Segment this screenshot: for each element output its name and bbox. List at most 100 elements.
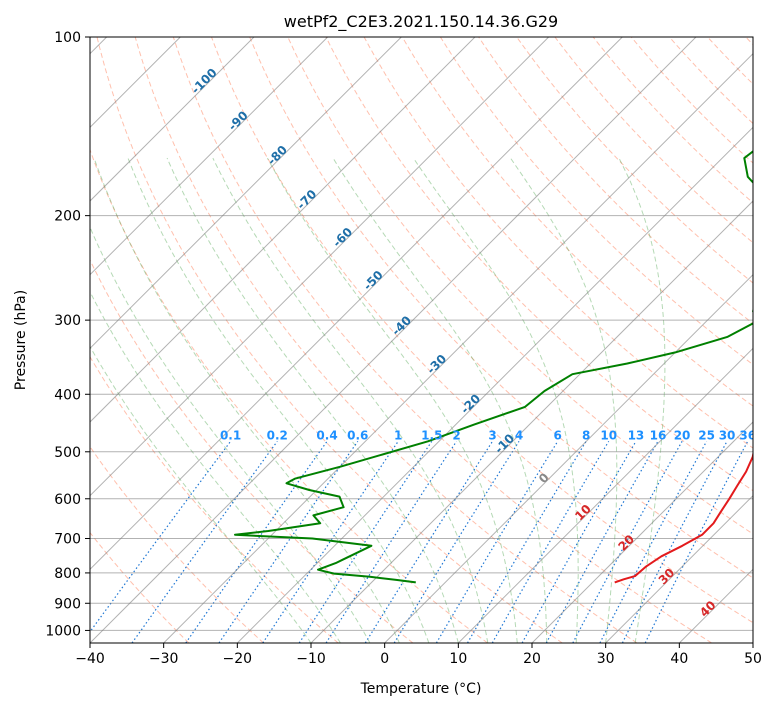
moist-adiabat-line bbox=[332, 157, 548, 643]
dry-adiabat-line bbox=[90, 445, 264, 643]
isotherm-label: -100 bbox=[189, 66, 220, 97]
mixing-ratio-line bbox=[644, 441, 749, 643]
plot-area: 0.1 0.2 0.4 0.6 1 1.5 2 3 4 6 8 10 13 16 20 25 30 36-100-… bbox=[90, 37, 753, 643]
mixing-ratio-line bbox=[621, 441, 728, 643]
chart-title: wetPf2_C2E3.2021.150.14.36.G29 bbox=[284, 12, 558, 32]
mixing-ratio-label: 6 bbox=[554, 428, 562, 442]
dry-adiabat-line bbox=[211, 37, 753, 624]
dry-adiabat-line bbox=[172, 37, 712, 643]
mixing-ratio-line bbox=[545, 440, 659, 643]
mixing-ratio-label: 30 bbox=[719, 428, 736, 442]
mixing-ratio-line bbox=[218, 440, 359, 643]
x-tick-label: 0 bbox=[380, 651, 389, 667]
x-tick-label: −40 bbox=[75, 651, 105, 667]
mixing-ratio-label: 0.1 bbox=[220, 428, 241, 442]
plot-frame bbox=[89, 36, 754, 644]
dry-adiabat-line bbox=[90, 531, 190, 643]
dry-adiabat-line bbox=[134, 37, 638, 643]
dry-adiabat-line bbox=[90, 148, 488, 643]
isotherm-label: 20 bbox=[616, 532, 638, 554]
y-axis: 100 200 300 400 500 600 700 800 900 1000 bbox=[45, 30, 90, 639]
x-tick-label: 40 bbox=[670, 651, 688, 667]
moist-adiabat-line bbox=[90, 290, 341, 643]
isotherm-line bbox=[90, 37, 255, 202]
y-tick-label: 200 bbox=[54, 209, 81, 225]
mixing-ratio-line bbox=[298, 440, 433, 643]
x-axis: −40 −30 −20 −10 0 10 20 30 40 50 bbox=[75, 643, 762, 667]
isotherm-line bbox=[310, 200, 753, 643]
isotherm-line bbox=[605, 494, 753, 643]
mixing-ratio-line bbox=[131, 440, 278, 643]
profile-series bbox=[234, 150, 753, 584]
mixing-ratio-label: 1 bbox=[394, 428, 402, 442]
dry-adiabat-line bbox=[669, 37, 753, 125]
x-tick-label: −30 bbox=[149, 651, 179, 667]
mixing-ratio-label: 0.4 bbox=[316, 428, 337, 442]
moist-adiabat-line bbox=[412, 157, 579, 643]
dry-adiabat-line bbox=[90, 258, 414, 643]
y-tick-label: 800 bbox=[54, 566, 81, 582]
y-tick-label: 500 bbox=[54, 445, 81, 461]
isotherm-line bbox=[678, 568, 753, 643]
x-axis-label: Temperature (°C) bbox=[360, 681, 482, 697]
isotherm-line bbox=[163, 52, 753, 643]
moist-adiabat-line bbox=[266, 157, 518, 643]
y-tick-label: 100 bbox=[54, 30, 81, 46]
isotherm-line bbox=[90, 37, 402, 350]
x-tick-label: 10 bbox=[449, 651, 467, 667]
mixing-ratio-line bbox=[185, 440, 328, 643]
mixing-ratio-label: 3 bbox=[488, 428, 496, 442]
dry-adiabat-line bbox=[363, 37, 753, 449]
isotherm-label: 40 bbox=[697, 598, 719, 620]
mixing-ratio-line bbox=[491, 440, 610, 643]
dry-adiabat-line bbox=[325, 37, 753, 492]
isotherm-label: 30 bbox=[656, 566, 678, 588]
x-tick-label: 30 bbox=[597, 651, 615, 667]
mixing-ratio-label: 4 bbox=[515, 428, 523, 442]
isotherm-line bbox=[531, 421, 753, 643]
y-axis-label: Pressure (hPa) bbox=[13, 290, 29, 390]
isotherm-label: -90 bbox=[226, 108, 251, 133]
isotherm-line bbox=[90, 37, 623, 571]
y-tick-label: 700 bbox=[54, 532, 81, 548]
isotherm-label: -60 bbox=[330, 225, 355, 250]
moist-adiabat-line bbox=[93, 157, 400, 643]
mixing-ratio-line bbox=[435, 440, 559, 643]
pressure-gridlines bbox=[90, 37, 753, 631]
isotherm-line bbox=[752, 642, 753, 643]
dry-adiabat-line bbox=[516, 37, 753, 284]
isotherm-label: -40 bbox=[389, 313, 414, 338]
mixing-ratio-label: 25 bbox=[698, 428, 715, 442]
isotherms bbox=[90, 37, 753, 643]
dry-adiabat-line bbox=[287, 37, 753, 535]
y-tick-label: 300 bbox=[54, 313, 81, 329]
isotherm-label: -80 bbox=[265, 143, 290, 168]
x-tick-label: −10 bbox=[296, 651, 326, 667]
dry-adiabat-line bbox=[90, 355, 339, 643]
mixing-ratio-line bbox=[521, 440, 637, 643]
isotherm-line bbox=[90, 37, 329, 276]
isotherm-label: 0 bbox=[536, 470, 552, 486]
y-tick-label: 600 bbox=[54, 492, 81, 508]
mixing-ratio-label: 8 bbox=[582, 428, 590, 442]
mixing-ratio-label: 0.6 bbox=[347, 428, 368, 442]
dry-adiabat-line bbox=[592, 37, 753, 204]
x-tick-label: 20 bbox=[523, 651, 541, 667]
mixing-ratio-line bbox=[262, 440, 399, 643]
isotherm-line bbox=[457, 347, 753, 643]
y-tick-label: 900 bbox=[54, 596, 81, 612]
isotherm-label: -50 bbox=[361, 268, 386, 293]
moist-adiabat-line bbox=[510, 157, 618, 643]
y-tick-label: 400 bbox=[54, 387, 81, 403]
mixing-ratio-label: 0.2 bbox=[267, 428, 288, 442]
mixing-ratio-label: 10 bbox=[600, 428, 617, 442]
mixing-ratio-line bbox=[90, 440, 232, 633]
isotherm-line bbox=[90, 37, 550, 497]
dry-adiabat-line bbox=[439, 37, 753, 366]
y-tick-label: 1000 bbox=[45, 623, 81, 639]
mixing-ratio-label: 13 bbox=[628, 428, 645, 442]
mixing-ratio-label: 1.5 bbox=[421, 428, 442, 442]
dry-adiabat-line bbox=[478, 37, 753, 325]
temperature-profile-line bbox=[614, 450, 753, 584]
dewpoint-profile-line bbox=[234, 150, 753, 584]
